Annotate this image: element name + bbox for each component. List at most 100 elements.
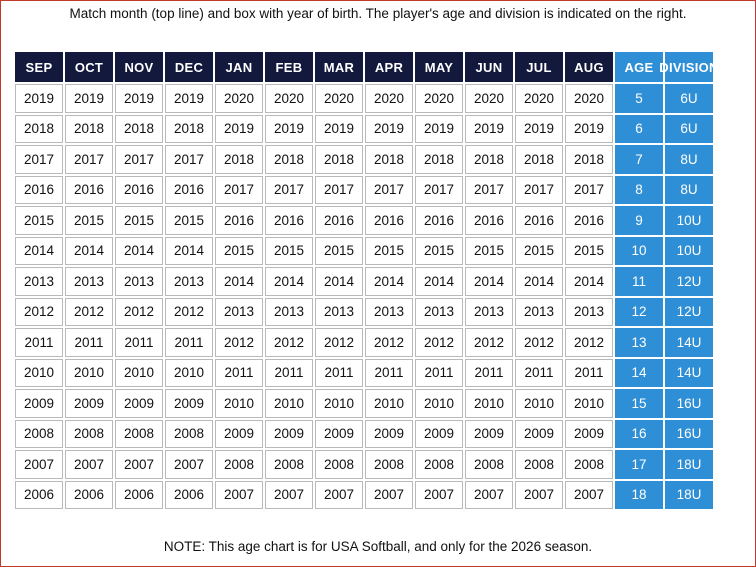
year-cell: 2015 (215, 236, 263, 265)
year-cell: 2012 (315, 328, 363, 357)
column-header-mar: MAR (315, 52, 363, 82)
year-cell: 2011 (465, 358, 513, 387)
year-cell: 2007 (15, 450, 63, 479)
year-cell: 2012 (565, 328, 613, 357)
age-chart-table: SEP OCT NOV DEC JAN FEB MAR APR MAY JUN JUL AUG AGE D… (15, 52, 718, 509)
column-header-division: DIVISION (659, 52, 718, 82)
year-cell: 2007 (415, 480, 463, 509)
column-header-apr: APR (365, 52, 413, 82)
year-cell: 2006 (165, 480, 213, 509)
year-cell: 2015 (315, 236, 363, 265)
year-cell: 2016 (315, 206, 363, 235)
year-cell: 2019 (465, 114, 513, 143)
year-cell: 2009 (15, 389, 63, 418)
year-cell: 2019 (365, 114, 413, 143)
age-cell: 14 (615, 358, 663, 387)
year-cell: 2012 (465, 328, 513, 357)
year-cell: 2006 (115, 480, 163, 509)
year-cell: 2007 (65, 450, 113, 479)
year-cell: 2015 (165, 206, 213, 235)
year-cell: 2010 (265, 389, 313, 418)
year-cell: 2009 (515, 419, 563, 448)
year-cell: 2009 (115, 389, 163, 418)
year-cell: 2013 (115, 267, 163, 296)
year-cell: 2006 (15, 480, 63, 509)
year-cell: 2016 (365, 206, 413, 235)
year-cell: 2010 (515, 389, 563, 418)
column-header-jul: JUL (515, 52, 563, 82)
year-cell: 2020 (465, 84, 513, 113)
year-cell: 2017 (565, 175, 613, 204)
year-cell: 2008 (165, 419, 213, 448)
year-cell: 2008 (565, 450, 613, 479)
division-cell: 14U (665, 328, 713, 357)
year-cell: 2013 (215, 297, 263, 326)
division-cell: 12U (665, 267, 713, 296)
age-cell: 13 (615, 328, 663, 357)
year-cell: 2017 (415, 175, 463, 204)
column-header-aug: AUG (565, 52, 613, 82)
year-cell: 2014 (165, 236, 213, 265)
year-cell: 2012 (165, 297, 213, 326)
year-cell: 2012 (115, 297, 163, 326)
year-cell: 2013 (565, 297, 613, 326)
year-cell: 2012 (15, 297, 63, 326)
division-cell: 10U (665, 236, 713, 265)
year-cell: 2007 (515, 480, 563, 509)
year-cell: 2010 (215, 389, 263, 418)
year-cell: 2014 (465, 267, 513, 296)
year-cell: 2007 (115, 450, 163, 479)
division-cell: 6U (665, 114, 713, 143)
year-cell: 2016 (565, 206, 613, 235)
year-cell: 2008 (115, 419, 163, 448)
year-cell: 2014 (415, 267, 463, 296)
year-cell: 2008 (15, 419, 63, 448)
year-cell: 2015 (265, 236, 313, 265)
year-cell: 2010 (165, 358, 213, 387)
year-cell: 2016 (265, 206, 313, 235)
year-cell: 2013 (265, 297, 313, 326)
year-cell: 2020 (365, 84, 413, 113)
year-cell: 2019 (65, 84, 113, 113)
column-header-jan: JAN (215, 52, 263, 82)
year-cell: 2014 (215, 267, 263, 296)
age-cell: 15 (615, 389, 663, 418)
year-cell: 2016 (165, 175, 213, 204)
year-cell: 2018 (215, 145, 263, 174)
year-cell: 2020 (265, 84, 313, 113)
year-cell: 2008 (315, 450, 363, 479)
year-cell: 2009 (65, 389, 113, 418)
year-cell: 2014 (515, 267, 563, 296)
year-cell: 2011 (15, 328, 63, 357)
year-cell: 2006 (65, 480, 113, 509)
year-cell: 2018 (165, 114, 213, 143)
age-cell: 7 (615, 145, 663, 174)
year-cell: 2018 (365, 145, 413, 174)
year-cell: 2017 (165, 145, 213, 174)
column-header-nov: NOV (115, 52, 163, 82)
season-note: NOTE: This age chart is for USA Softball… (163, 539, 593, 554)
year-cell: 2019 (515, 114, 563, 143)
column-header-age: AGE (615, 52, 663, 82)
year-cell: 2010 (365, 389, 413, 418)
year-cell: 2009 (465, 419, 513, 448)
year-cell: 2011 (215, 358, 263, 387)
year-cell: 2009 (265, 419, 313, 448)
age-cell: 11 (615, 267, 663, 296)
year-cell: 2013 (315, 297, 363, 326)
year-cell: 2018 (465, 145, 513, 174)
column-header-oct: OCT (65, 52, 113, 82)
year-cell: 2017 (515, 175, 563, 204)
division-cell: 14U (665, 358, 713, 387)
year-cell: 2017 (65, 145, 113, 174)
year-cell: 2012 (365, 328, 413, 357)
year-cell: 2007 (565, 480, 613, 509)
year-cell: 2007 (165, 450, 213, 479)
year-cell: 2009 (215, 419, 263, 448)
division-cell: 8U (665, 145, 713, 174)
division-cell: 18U (665, 480, 713, 509)
year-cell: 2015 (115, 206, 163, 235)
year-cell: 2019 (315, 114, 363, 143)
year-cell: 2019 (265, 114, 313, 143)
column-header-jun: JUN (465, 52, 513, 82)
